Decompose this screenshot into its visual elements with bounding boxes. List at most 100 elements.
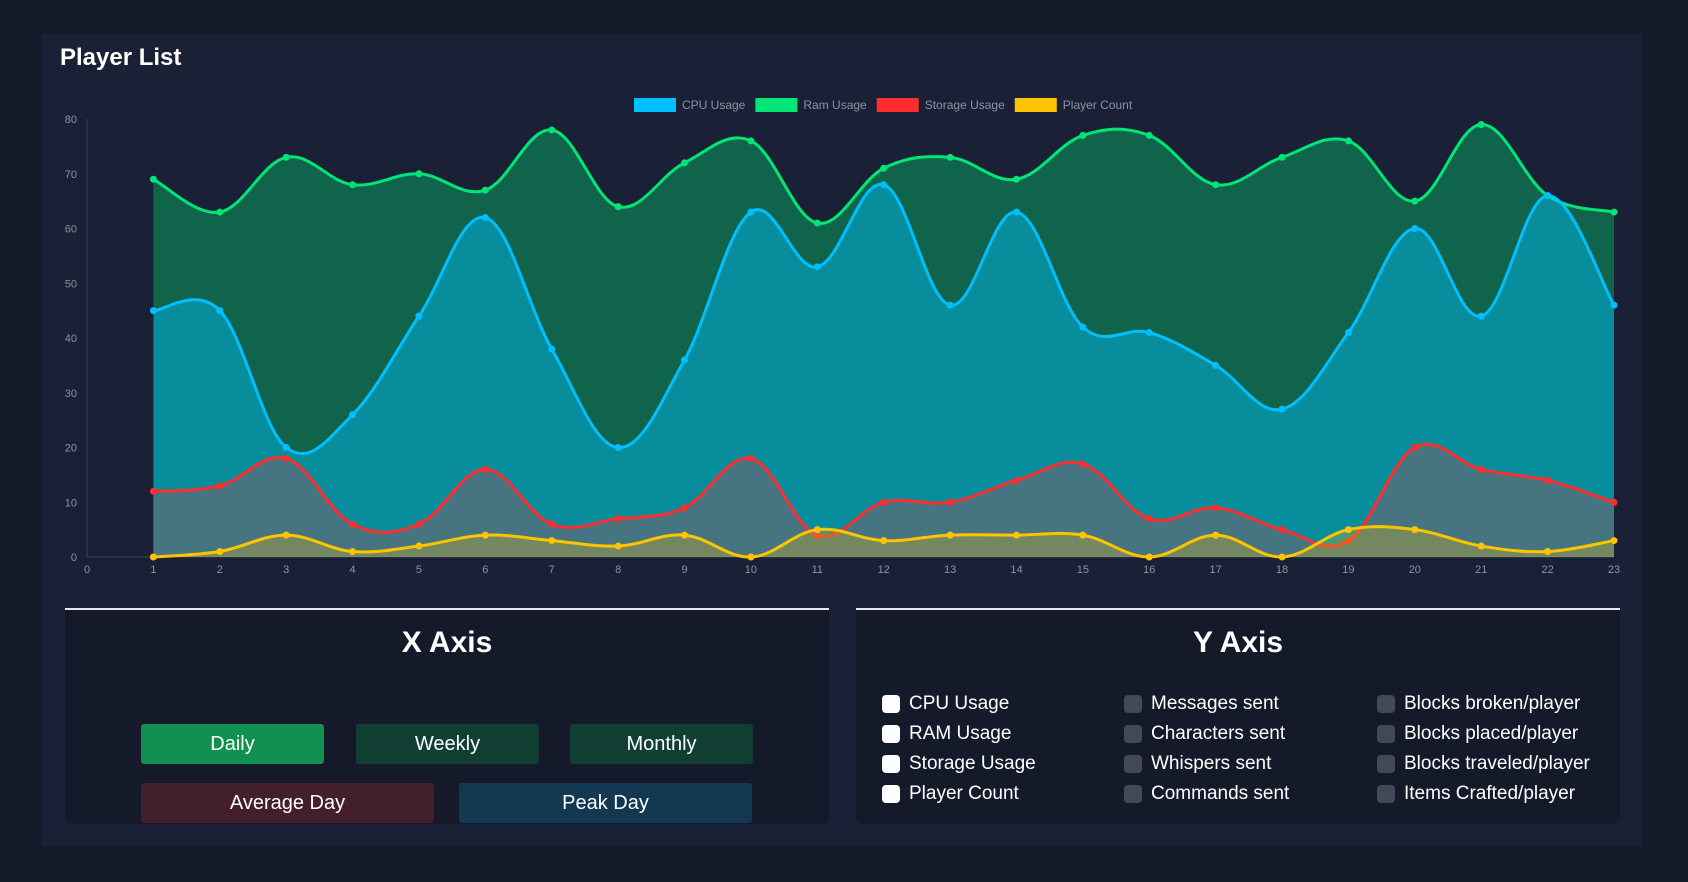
checkbox[interactable] bbox=[1124, 725, 1142, 743]
storage-usage-point bbox=[282, 454, 290, 462]
x-tick-label: 9 bbox=[681, 564, 687, 576]
cpu-usage-point bbox=[1477, 312, 1485, 320]
storage-usage-point bbox=[415, 520, 423, 528]
player-count-point bbox=[681, 531, 689, 539]
cpu-usage-area bbox=[153, 184, 1614, 558]
player-count-point bbox=[1477, 542, 1485, 550]
x-tick-label: 3 bbox=[283, 564, 289, 576]
player-count-point bbox=[1278, 553, 1286, 561]
y-option-commands-sent[interactable]: Commands sent bbox=[1124, 781, 1289, 807]
cpu-usage-point bbox=[946, 301, 954, 309]
y-option-player-count[interactable]: Player Count bbox=[882, 781, 1019, 807]
storage-usage-line bbox=[153, 442, 1615, 548]
player-count-point bbox=[415, 542, 423, 550]
checkbox[interactable] bbox=[882, 785, 900, 803]
checkbox[interactable] bbox=[1377, 785, 1395, 803]
checkbox[interactable] bbox=[1124, 785, 1142, 803]
checkbox-label: Whispers sent bbox=[1151, 753, 1272, 774]
checkbox[interactable] bbox=[1124, 695, 1142, 713]
x-tick-label: 10 bbox=[745, 564, 757, 576]
daily-button[interactable]: Daily bbox=[141, 724, 324, 764]
player-count-point bbox=[614, 542, 622, 550]
x-tick-label: 2 bbox=[217, 564, 223, 576]
checkbox[interactable] bbox=[1377, 725, 1395, 743]
cpu-usage-point bbox=[216, 307, 224, 315]
checkbox[interactable] bbox=[1124, 755, 1142, 773]
player-count-point bbox=[1145, 553, 1153, 561]
player-count-point bbox=[813, 526, 821, 534]
player-count-point bbox=[1344, 526, 1352, 534]
storage-usage-point bbox=[681, 504, 689, 512]
checkbox-label: CPU Usage bbox=[909, 693, 1010, 714]
y-option-characters-sent[interactable]: Characters sent bbox=[1124, 721, 1285, 747]
ram-usage-point bbox=[614, 203, 622, 211]
cpu-usage-point bbox=[681, 356, 689, 364]
x-tick-label: 4 bbox=[350, 564, 356, 576]
x-tick-label: 5 bbox=[416, 564, 422, 576]
cpu-usage-point bbox=[415, 312, 423, 320]
y-option-ram-usage[interactable]: RAM Usage bbox=[882, 721, 1011, 747]
checkbox-label: Items Crafted/player bbox=[1404, 783, 1576, 804]
checkbox[interactable] bbox=[882, 695, 900, 713]
ram-usage-point bbox=[282, 153, 290, 161]
y-axis-card: Y Axis CPU Usage RAM Usage Storage Usage Pl… bbox=[856, 608, 1620, 824]
x-tick-label: 18 bbox=[1276, 564, 1288, 576]
x-tick-label: 23 bbox=[1608, 564, 1620, 576]
ram-usage-point bbox=[1477, 120, 1485, 128]
checkbox[interactable] bbox=[1377, 755, 1395, 773]
player-count-point bbox=[1610, 537, 1618, 545]
checkbox[interactable] bbox=[882, 755, 900, 773]
y-option-messages-sent[interactable]: Messages sent bbox=[1124, 691, 1279, 717]
y-option-whispers-sent[interactable]: Whispers sent bbox=[1124, 751, 1271, 777]
player-count-point bbox=[747, 553, 755, 561]
ram-usage-point bbox=[813, 219, 821, 227]
page-title: Player List bbox=[60, 44, 182, 71]
y-option-blocks-traveled-player[interactable]: Blocks traveled/player bbox=[1377, 751, 1590, 777]
x-tick-label: 15 bbox=[1077, 564, 1089, 576]
checkbox-label: Blocks placed/player bbox=[1404, 723, 1579, 744]
player-count-point bbox=[481, 531, 489, 539]
storage-usage-point bbox=[1212, 504, 1220, 512]
checkbox[interactable] bbox=[1377, 695, 1395, 713]
player-count-point bbox=[1012, 531, 1020, 539]
y-option-items-crafted-player[interactable]: Items Crafted/player bbox=[1377, 781, 1575, 807]
y-option-blocks-placed-player[interactable]: Blocks placed/player bbox=[1377, 721, 1578, 747]
ram-usage-point bbox=[548, 126, 556, 134]
checkbox[interactable] bbox=[882, 725, 900, 743]
player-count-point bbox=[548, 537, 556, 545]
x-tick-label: 0 bbox=[84, 564, 90, 576]
storage-usage-area bbox=[153, 444, 1614, 557]
ram-usage-point bbox=[747, 137, 755, 145]
peak-day-button[interactable]: Peak Day bbox=[459, 783, 752, 823]
legend-swatch-storage-usage bbox=[876, 98, 919, 112]
player-count-point bbox=[880, 537, 888, 545]
ram-usage-point bbox=[149, 175, 157, 183]
storage-usage-point bbox=[1012, 476, 1020, 484]
average-day-button[interactable]: Average Day bbox=[141, 783, 434, 823]
cpu-usage-point bbox=[813, 263, 821, 271]
checkbox-label: Characters sent bbox=[1151, 723, 1286, 744]
storage-usage-point bbox=[548, 520, 556, 528]
weekly-button[interactable]: Weekly bbox=[356, 724, 539, 764]
x-tick-label: 20 bbox=[1409, 564, 1421, 576]
storage-usage-point bbox=[1610, 498, 1618, 506]
ram-usage-point bbox=[1610, 208, 1618, 216]
storage-usage-point bbox=[1079, 460, 1087, 468]
ram-usage-point bbox=[1079, 131, 1087, 139]
storage-usage-point bbox=[1145, 515, 1153, 523]
cpu-usage-point bbox=[349, 411, 357, 419]
monthly-button[interactable]: Monthly bbox=[570, 724, 753, 764]
storage-usage-point bbox=[1544, 476, 1552, 484]
checkbox-label: Messages sent bbox=[1151, 693, 1279, 714]
player-count-point bbox=[946, 531, 954, 539]
player-count-point bbox=[349, 548, 357, 556]
checkbox-label: Player Count bbox=[909, 783, 1019, 804]
cpu-usage-point bbox=[282, 444, 290, 451]
storage-usage-point bbox=[880, 498, 888, 506]
y-option-blocks-broken-player[interactable]: Blocks broken/player bbox=[1377, 691, 1580, 717]
ram-usage-point bbox=[681, 159, 689, 167]
cpu-usage-point bbox=[1079, 323, 1087, 331]
y-option-cpu-usage[interactable]: CPU Usage bbox=[882, 691, 1009, 717]
y-option-storage-usage[interactable]: Storage Usage bbox=[882, 751, 1036, 777]
player-count-point bbox=[149, 553, 157, 561]
